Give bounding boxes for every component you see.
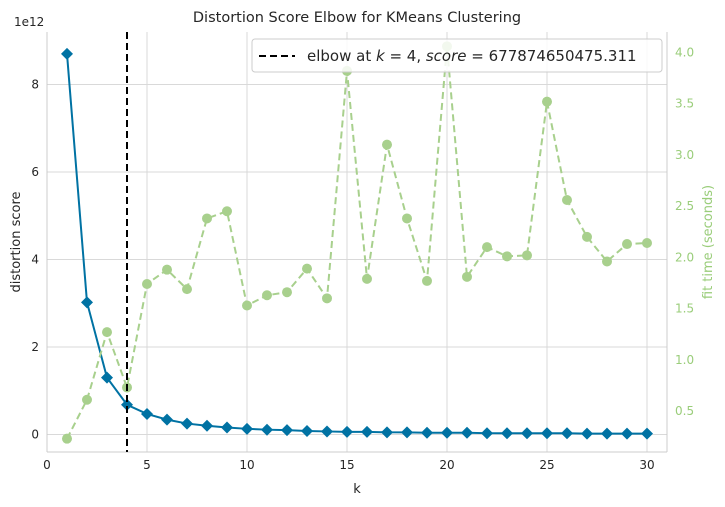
distortion-point [501, 427, 513, 440]
y-tick-label: 2 [31, 340, 39, 354]
distortion-point [601, 427, 613, 440]
y-right-tick-label: 3.0 [675, 148, 694, 162]
fit-time-point [402, 213, 412, 224]
distortion-point [121, 398, 133, 411]
y-tick-label: 0 [31, 428, 39, 442]
distortion-point [381, 426, 393, 439]
fit-time-point [482, 242, 492, 253]
y-right-tick-label: 2.0 [675, 250, 694, 264]
distortion-series [61, 47, 653, 440]
distortion-point [301, 425, 313, 437]
fit-time-point [522, 250, 532, 261]
fit-time-point [102, 327, 112, 338]
plot-area [47, 32, 667, 452]
distortion-point [561, 427, 573, 440]
x-tick-label: 5 [143, 458, 151, 472]
fit-time-point [502, 251, 512, 262]
y-right-tick-label: 3.5 [675, 97, 694, 111]
y-tick-label: 8 [31, 78, 39, 92]
fit-time-point [142, 279, 152, 289]
legend: elbow at k = 4, score = 677874650475.311 [251, 38, 663, 73]
x-tick-label: 10 [239, 458, 254, 472]
fit-time-series [62, 41, 652, 444]
distortion-point [401, 426, 413, 439]
x-tick-label: 0 [43, 458, 51, 472]
fit-time-point [462, 271, 472, 282]
fit-time-point [362, 273, 372, 284]
distortion-point [261, 423, 273, 436]
distortion-point [281, 424, 293, 437]
fit-time-point [622, 239, 632, 250]
y-tick-label: 4 [31, 253, 39, 267]
distortion-point [421, 426, 433, 439]
y-right-axis-label: fit time (seconds) [701, 185, 716, 299]
x-tick-label: 25 [539, 458, 554, 472]
fit-time-point [262, 290, 272, 301]
y-right-tick-label: 4.0 [675, 45, 694, 59]
distortion-point [201, 419, 213, 432]
fit-time-point [582, 231, 592, 242]
fit-time-point [642, 238, 652, 249]
fit-time-point [302, 263, 312, 274]
series-layer [61, 32, 653, 452]
distortion-point [61, 47, 73, 60]
distortion-point [81, 296, 93, 309]
y-right-tick-label: 1.5 [675, 302, 694, 316]
distortion-point [241, 422, 253, 435]
chart-title: Distortion Score Elbow for KMeans Cluste… [193, 10, 521, 26]
legend-box [251, 38, 663, 73]
distortion-point [181, 417, 193, 430]
fit-time-point [242, 300, 252, 311]
y-exponent-label: 1e12 [14, 15, 44, 29]
distortion-point [161, 413, 173, 426]
distortion-point [221, 421, 233, 434]
distortion-point [621, 427, 633, 440]
fit-time-point [542, 96, 552, 107]
distortion-point [101, 371, 113, 384]
distortion-point [521, 427, 533, 440]
distortion-point [581, 427, 593, 440]
y-axis-label: distortion score [9, 192, 24, 293]
distortion-point [461, 426, 473, 439]
distortion-point [641, 427, 653, 440]
fit-time-point [162, 264, 172, 275]
distortion-point [321, 425, 333, 438]
fit-time-point [562, 195, 572, 205]
y-right-tick-label: 2.5 [675, 199, 694, 213]
axes-frame [46, 32, 668, 453]
x-tick-label: 15 [339, 458, 354, 472]
distortion-point [361, 425, 373, 438]
distortion-point [341, 425, 353, 438]
x-axis-label: k [353, 482, 361, 497]
distortion-point [541, 427, 553, 440]
fit-time-point [222, 206, 232, 217]
distortion-point [441, 426, 453, 439]
y-right-tick-label: 0.5 [675, 404, 694, 418]
fit-time-point [382, 139, 392, 150]
y-right-tick-label: 1.0 [675, 353, 694, 367]
legend-elbow-text: elbow at k = 4, score = 677874650475.311 [307, 47, 637, 65]
x-tick-label: 30 [639, 458, 654, 472]
tick-labels: 0 5 10 15 20 25 30 0 2 4 6 8 0.5 1.0 1.5 2.0 2.5 3.0 3.5 4.… [31, 45, 694, 472]
distortion-point [141, 407, 153, 420]
x-tick-label: 20 [439, 458, 454, 472]
distortion-point [481, 427, 493, 440]
y-tick-label: 6 [31, 165, 39, 179]
fit-time-point [82, 394, 92, 405]
fit-time-point [62, 433, 72, 444]
fit-time-point [322, 293, 332, 304]
fit-time-point [202, 213, 212, 224]
fit-time-point [422, 275, 432, 286]
fit-time-point [182, 284, 192, 295]
fit-time-point [602, 256, 612, 267]
fit-time-point [282, 287, 292, 298]
